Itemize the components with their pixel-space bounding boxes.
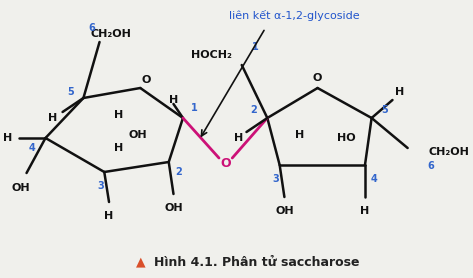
- Text: H: H: [3, 133, 12, 143]
- Text: 2: 2: [251, 105, 257, 115]
- Text: 6: 6: [88, 23, 96, 33]
- Text: 5: 5: [382, 105, 388, 115]
- Text: 5: 5: [67, 87, 73, 97]
- Text: H: H: [234, 133, 244, 143]
- Text: HOCH₂: HOCH₂: [192, 50, 232, 60]
- Text: 4: 4: [29, 143, 35, 153]
- Text: 4: 4: [371, 174, 378, 184]
- Text: 2: 2: [175, 167, 182, 177]
- Text: 6: 6: [427, 161, 434, 171]
- Text: OH: OH: [275, 206, 294, 216]
- Text: OH: OH: [11, 183, 30, 193]
- Text: 3: 3: [97, 181, 104, 191]
- Text: CH₂OH: CH₂OH: [90, 29, 131, 39]
- Text: OH: OH: [128, 130, 147, 140]
- Text: H: H: [169, 95, 178, 105]
- Text: H: H: [295, 130, 304, 140]
- Text: O: O: [313, 73, 322, 83]
- Text: O: O: [141, 75, 151, 85]
- Text: H: H: [114, 110, 123, 120]
- Text: HO: HO: [337, 133, 356, 143]
- Text: 1: 1: [191, 103, 198, 113]
- Text: Hình 4.1. Phân tử saccharose: Hình 4.1. Phân tử saccharose: [154, 255, 359, 269]
- Text: liên kết α-1,2-glycoside: liên kết α-1,2-glycoside: [228, 9, 359, 21]
- Text: H: H: [360, 206, 369, 216]
- Text: H: H: [114, 143, 123, 153]
- Text: O: O: [220, 157, 231, 170]
- Text: 1: 1: [252, 42, 258, 52]
- Text: H: H: [105, 211, 114, 221]
- Text: H: H: [48, 113, 58, 123]
- Text: OH: OH: [164, 203, 183, 213]
- Text: 3: 3: [272, 174, 279, 184]
- Text: ▲: ▲: [135, 255, 145, 269]
- Text: H: H: [395, 87, 405, 97]
- Text: CH₂OH: CH₂OH: [429, 147, 469, 157]
